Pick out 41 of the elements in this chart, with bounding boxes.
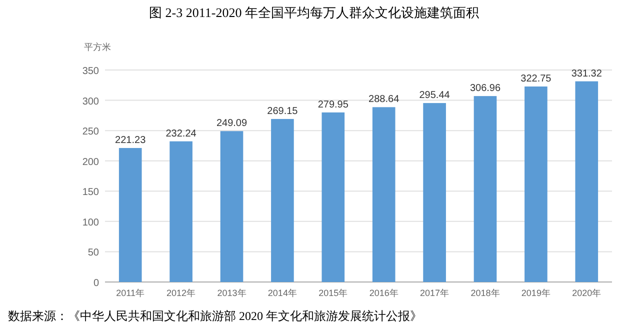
bar [271,118,294,282]
data-label: 221.23 [115,135,146,146]
bar [524,86,548,282]
y-tick-label: 0 [93,278,100,289]
data-label: 331.32 [571,68,602,80]
x-tick-label: 2014年 [268,288,297,298]
x-tick-label: 2015年 [318,288,348,298]
bar [575,81,598,282]
bar [423,103,446,282]
data-label: 249.09 [216,118,248,130]
y-axis-title: 平方米 [84,42,111,52]
x-tick-label: 2018年 [470,288,500,298]
data-label: 322.75 [520,74,552,85]
y-tick-label: 50 [88,248,100,259]
bar [170,141,192,282]
bar [118,148,142,282]
x-tick-label: 2016年 [369,288,398,298]
bar [220,131,244,282]
data-label: 295.44 [419,90,450,102]
source-note: 数据来源：《中华人民共和国文化和旅游部 2020 年文化和旅游发展统计公报》 [8,309,422,323]
bar [322,112,345,282]
x-tick-label: 2017年 [420,288,450,298]
y-tick-label: 300 [82,96,100,108]
y-tick-label: 250 [82,126,100,138]
y-tick-label: 200 [82,156,100,168]
x-tick-label: 2019年 [521,288,550,298]
bar [372,107,396,282]
x-tick-label: 2013年 [217,288,246,298]
x-tick-label: 2020年 [572,288,602,298]
data-label: 232.24 [166,128,197,140]
data-label: 288.64 [368,94,400,106]
y-tick-label: 150 [82,187,100,198]
y-tick-label: 100 [82,217,100,228]
y-tick-label: 350 [82,66,100,77]
x-tick-label: 2011年 [116,288,145,298]
x-tick-label: 2012年 [166,288,196,298]
chart-title: 图 2-3 2011-2020 年全国平均每万人群众文化设施建筑面积 [149,5,479,20]
data-label: 279.95 [318,99,349,110]
data-label: 306.96 [470,83,501,94]
data-label: 269.15 [267,106,298,117]
bar [474,96,497,282]
